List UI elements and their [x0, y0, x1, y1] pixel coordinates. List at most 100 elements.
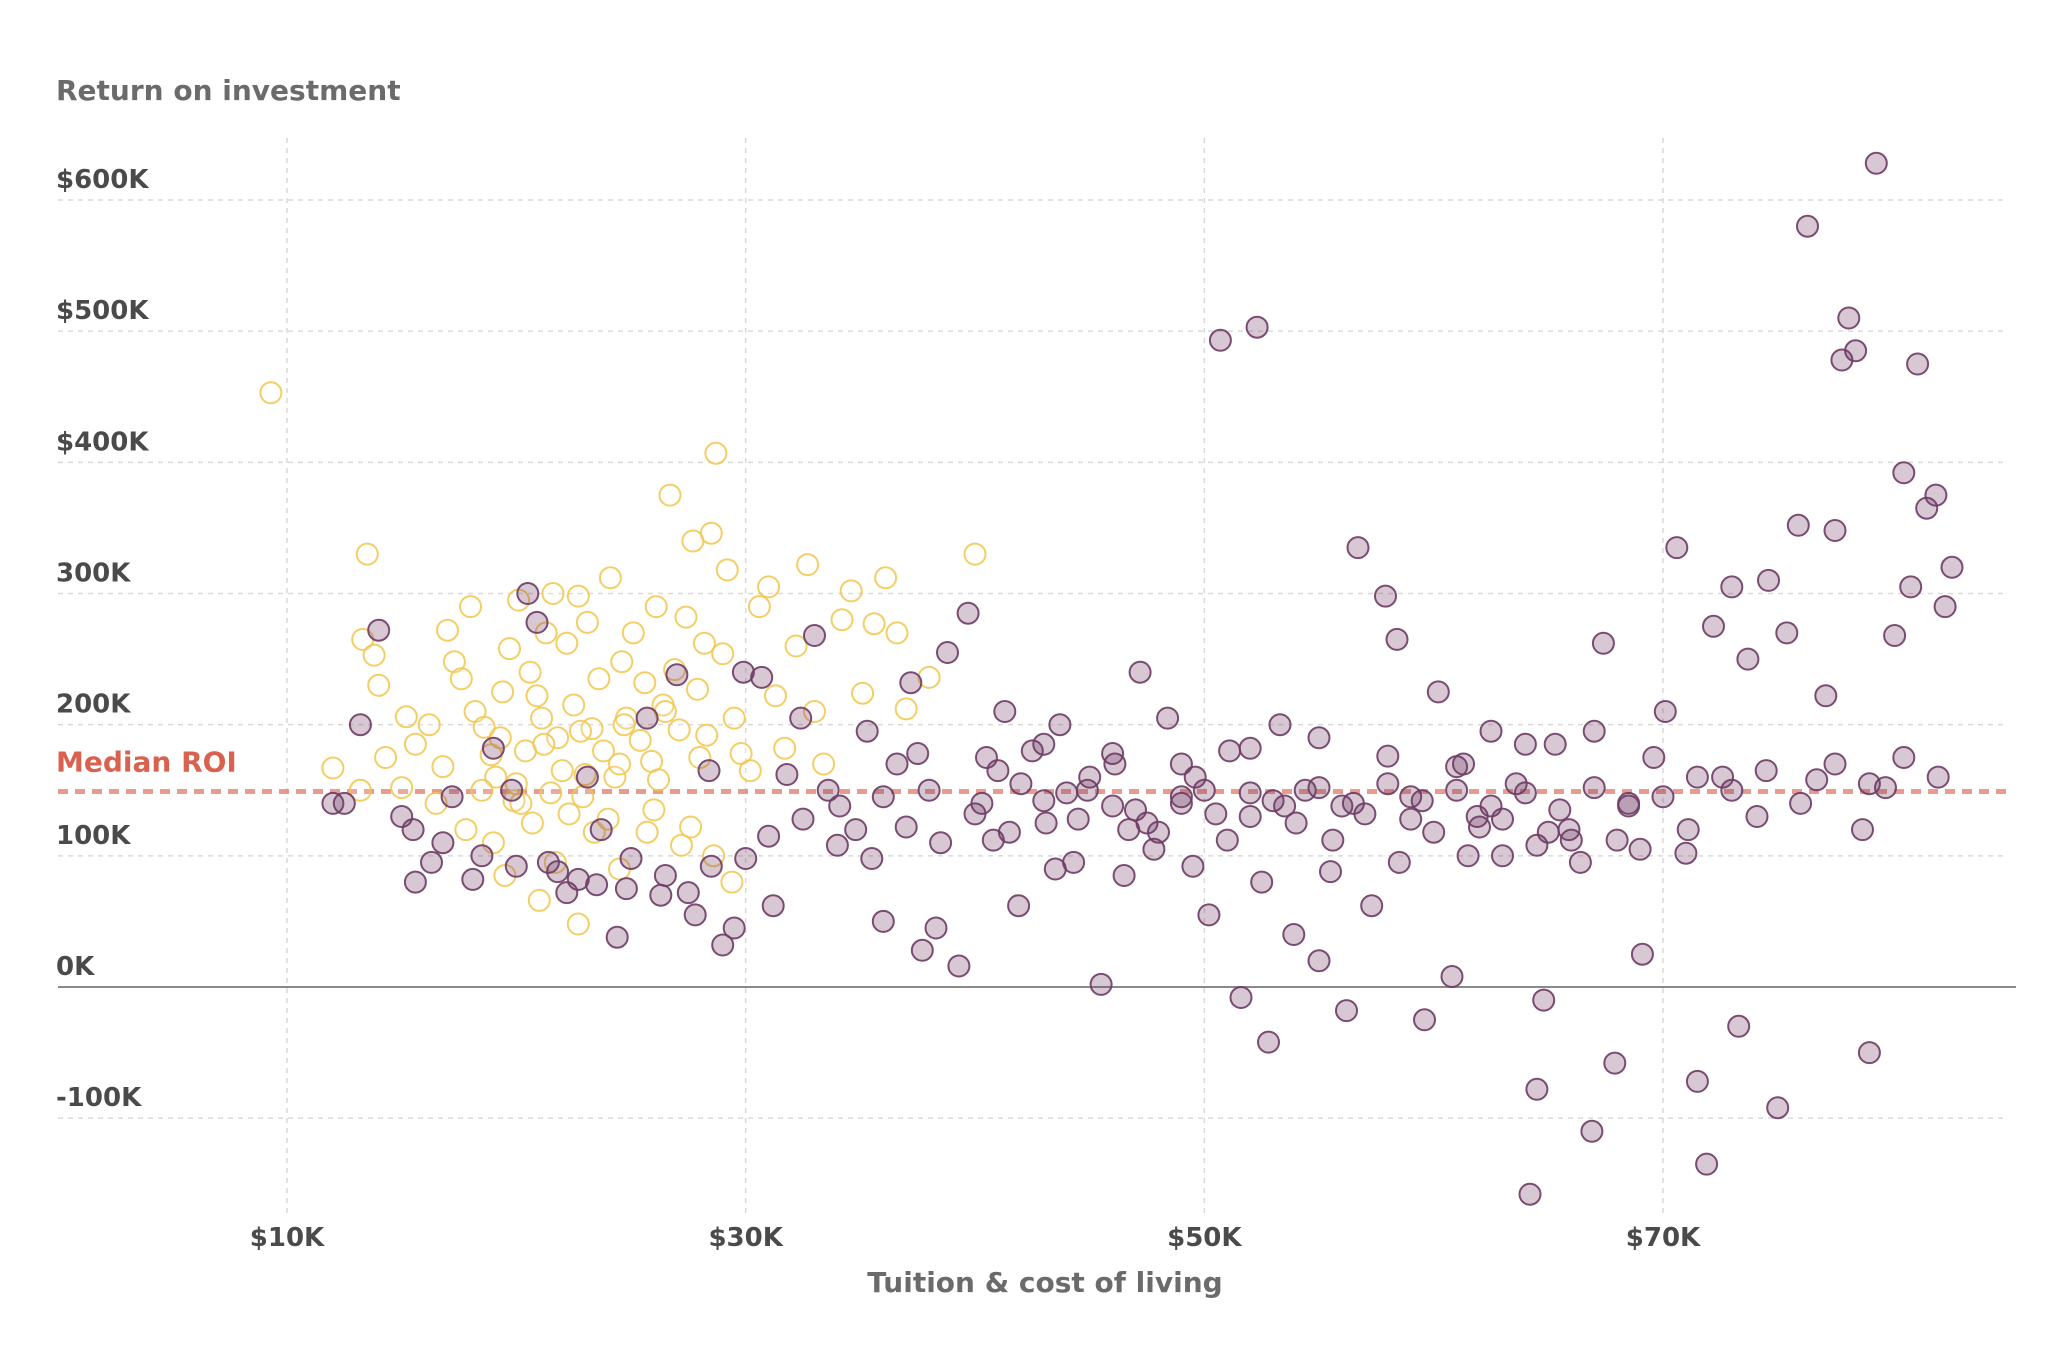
data-point — [1078, 765, 1102, 789]
data-point — [947, 954, 971, 978]
data-point — [1387, 850, 1411, 874]
data-point — [1899, 575, 1923, 599]
data-point — [1892, 461, 1916, 485]
data-point — [1582, 719, 1606, 743]
x-tick-label: $70K — [1626, 1223, 1701, 1253]
data-point — [420, 850, 443, 874]
data-point — [1376, 744, 1400, 768]
data-point — [1518, 1182, 1542, 1206]
data-point — [899, 671, 923, 695]
data-point — [1775, 621, 1799, 645]
y-tick-label: $600K — [56, 165, 149, 195]
data-point — [722, 706, 746, 730]
data-point — [1933, 595, 1957, 619]
data-point — [667, 718, 691, 742]
data-point — [1702, 614, 1725, 638]
data-point — [720, 870, 744, 894]
y-tick-label: $500K — [56, 296, 149, 326]
data-point — [1924, 483, 1948, 507]
data-point — [1307, 726, 1331, 750]
data-point — [715, 558, 739, 582]
data-point — [1169, 785, 1193, 809]
data-point — [1422, 820, 1446, 844]
data-point — [1491, 807, 1514, 831]
data-point — [562, 693, 586, 717]
y-tick-label: 0K — [56, 952, 95, 982]
data-point — [704, 441, 728, 465]
data-point — [367, 673, 391, 697]
data-point — [676, 881, 700, 905]
data-point — [1245, 315, 1269, 339]
data-point — [1282, 923, 1306, 946]
data-point — [348, 713, 372, 737]
data-point — [1727, 1014, 1751, 1038]
data-point — [589, 818, 613, 842]
data-point — [956, 601, 980, 625]
data-point — [592, 739, 615, 763]
y-tick-label: 300K — [56, 559, 131, 589]
y-axis-title: Return on investment — [56, 74, 401, 107]
data-point — [1169, 752, 1193, 776]
x-tick-label: $10K — [250, 1223, 325, 1253]
data-point — [449, 667, 473, 691]
data-point — [1513, 781, 1537, 805]
y-tick-label: -100K — [56, 1083, 142, 1113]
data-point — [757, 575, 781, 599]
data-point — [504, 854, 528, 878]
data-point — [1055, 781, 1079, 805]
data-point — [1238, 805, 1262, 828]
data-point — [348, 778, 372, 802]
data-point — [1147, 820, 1170, 844]
data-point — [963, 802, 987, 826]
data-point — [1445, 778, 1469, 802]
data-point — [860, 847, 884, 870]
data-point — [1218, 739, 1242, 763]
data-point — [1197, 903, 1221, 927]
data-point — [665, 663, 689, 687]
data-point — [557, 802, 581, 826]
data-point — [738, 759, 762, 783]
data-point — [828, 794, 852, 818]
data-point — [470, 778, 494, 802]
data-point — [1204, 802, 1228, 826]
data-point — [1789, 791, 1813, 815]
data-point — [598, 566, 622, 590]
data-point — [516, 582, 540, 605]
data-point — [566, 584, 590, 608]
data-point — [1413, 1008, 1436, 1032]
data-point — [851, 681, 875, 705]
data-point — [459, 595, 482, 619]
data-point — [520, 811, 544, 835]
data-point — [525, 684, 549, 708]
data-point — [670, 833, 693, 857]
data-point — [1048, 713, 1072, 737]
data-point — [585, 873, 609, 897]
data-point — [1525, 1077, 1549, 1101]
data-point — [1864, 151, 1888, 175]
data-point — [367, 618, 391, 642]
data-point — [773, 736, 797, 760]
data-point — [1293, 778, 1317, 802]
data-point — [1745, 805, 1769, 828]
data-point — [1720, 778, 1744, 802]
data-point — [1032, 789, 1056, 813]
data-point — [642, 798, 666, 822]
data-point — [1238, 736, 1262, 760]
data-point — [555, 631, 579, 655]
data-point — [1445, 755, 1469, 779]
data-point — [491, 680, 515, 704]
data-point — [1906, 352, 1930, 376]
data-point — [885, 621, 909, 645]
data-point — [436, 618, 459, 642]
data-point — [1250, 870, 1274, 894]
data-point — [527, 888, 551, 912]
data-point — [910, 938, 934, 962]
data-point — [1321, 828, 1345, 852]
data-point — [1559, 828, 1583, 852]
data-point — [812, 752, 836, 776]
data-point — [803, 700, 826, 723]
data-point — [917, 778, 941, 802]
data-point — [1628, 837, 1652, 861]
data-point — [1823, 752, 1847, 776]
